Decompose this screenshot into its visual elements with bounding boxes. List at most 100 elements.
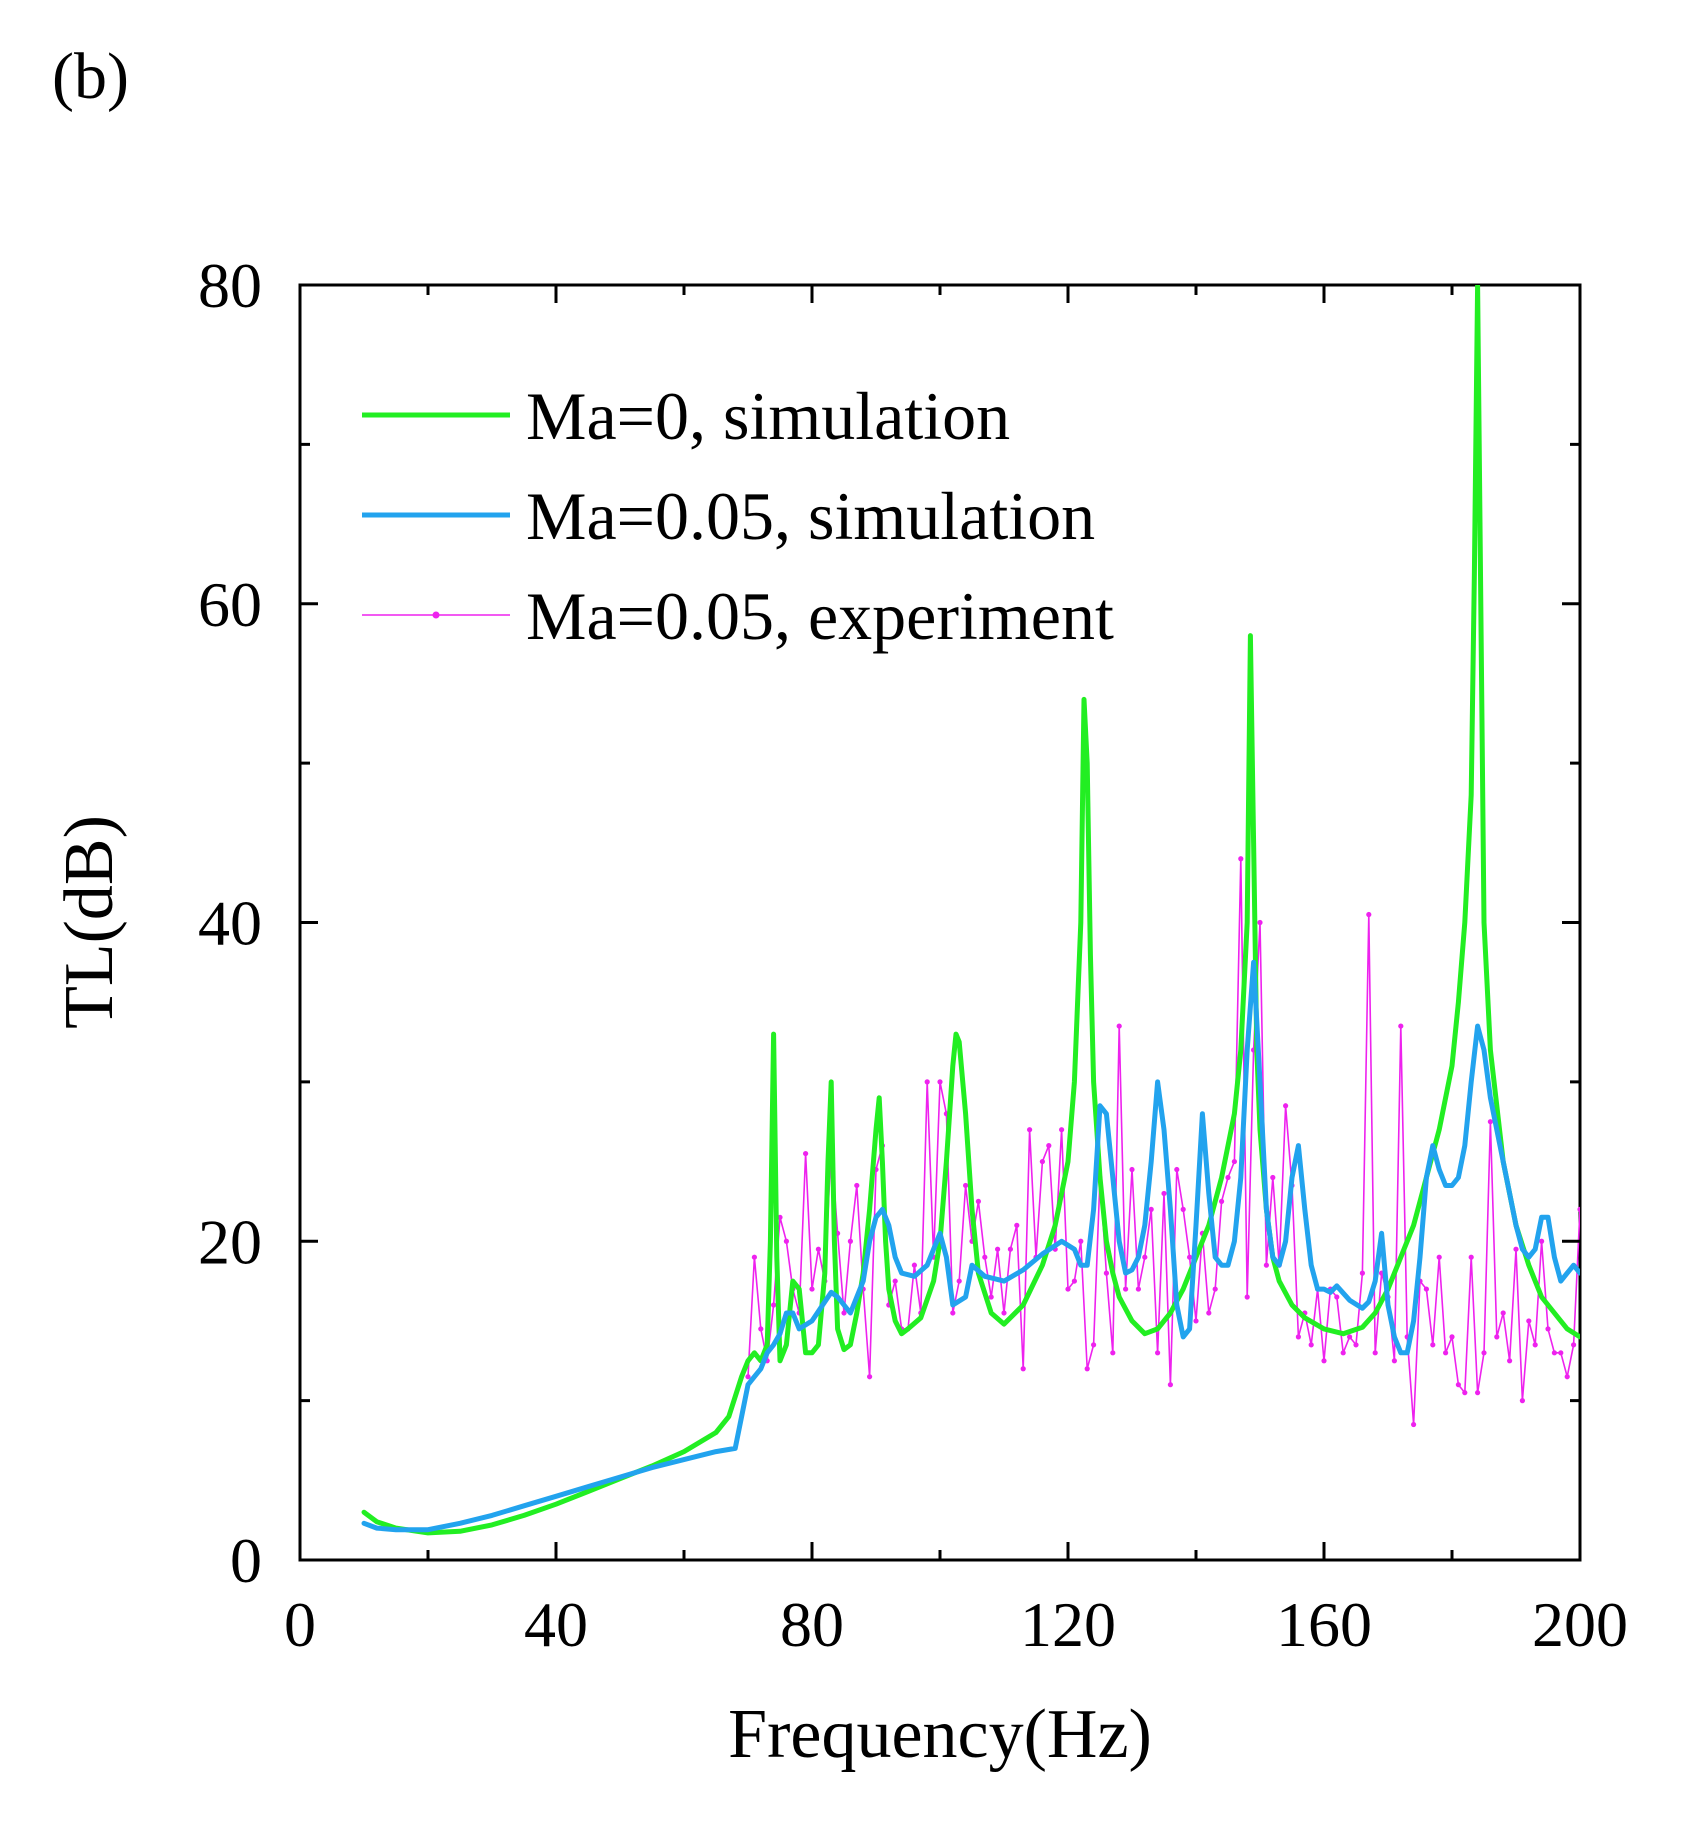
- series-point-ma-0-05-experiment: [1129, 1166, 1135, 1173]
- series-line-ma-0-05-simulation: [361, 959, 1580, 1533]
- series-point-ma-0-05-experiment: [956, 1278, 962, 1284]
- series-point-ma-0-05-experiment: [1308, 1342, 1314, 1348]
- series-line-ma-0-simulation: [361, 285, 1580, 1536]
- series-point-ma-0-05-experiment: [1507, 1358, 1513, 1364]
- series-point-ma-0-05-experiment: [1123, 1286, 1129, 1292]
- series-point-ma-0-05-experiment: [1391, 1358, 1397, 1364]
- series-point-ma-0-05-experiment: [783, 1238, 790, 1244]
- series-point-ma-0-05-experiment: [975, 1198, 982, 1205]
- series-point-ma-0-05-experiment: [1340, 1350, 1346, 1356]
- series-point-ma-0-05-experiment: [924, 1079, 930, 1085]
- series-point-ma-0-05-experiment: [1513, 1246, 1519, 1252]
- series-point-ma-0-05-experiment: [1148, 1206, 1154, 1212]
- series-point-ma-0-05-experiment: [1116, 1023, 1122, 1029]
- series-point-ma-0-05-experiment: [1411, 1421, 1417, 1428]
- series-point-ma-0-05-experiment: [892, 1278, 898, 1284]
- x-tick-label: 160: [1276, 1589, 1372, 1660]
- series-point-ma-0-05-experiment: [1238, 856, 1244, 862]
- series-point-ma-0-05-experiment: [1020, 1366, 1026, 1372]
- series-point-ma-0-05-experiment: [1494, 1334, 1500, 1340]
- series-point-ma-0-05-experiment: [1545, 1326, 1551, 1332]
- y-tick-label: 40: [198, 888, 262, 959]
- series-point-ma-0-05-experiment: [1475, 1390, 1481, 1396]
- series-point-ma-0-05-experiment: [1398, 1023, 1404, 1029]
- series-point-ma-0-05-experiment: [1091, 1342, 1097, 1348]
- series-point-ma-0-05-experiment: [1487, 1119, 1493, 1125]
- legend-label: Ma=0, simulation: [526, 378, 1010, 454]
- series-point-ma-0-05-experiment: [867, 1374, 873, 1380]
- series-point-ma-0-05-experiment: [1071, 1278, 1077, 1284]
- series-point-ma-0-05-experiment: [751, 1254, 758, 1260]
- series-point-ma-0-05-experiment: [1455, 1382, 1461, 1388]
- series-point-ma-0-05-experiment: [1462, 1390, 1468, 1396]
- series-point-ma-0-05-experiment: [1001, 1310, 1007, 1316]
- series-point-ma-0-05-experiment: [1244, 1294, 1250, 1300]
- series-point-ma-0-05-experiment: [1039, 1158, 1045, 1165]
- series-point-ma-0-05-experiment: [1334, 1294, 1340, 1300]
- series-point-ma-0-05-experiment: [1167, 1382, 1173, 1388]
- y-axis-ticks: [300, 283, 1580, 1562]
- series-point-ma-0-05-experiment: [1519, 1398, 1525, 1404]
- series-point-ma-0-05-experiment: [1103, 1270, 1109, 1276]
- series-point-ma-0-05-experiment: [1551, 1350, 1557, 1356]
- series-point-ma-0-05-experiment: [1014, 1222, 1020, 1228]
- series-point-ma-0-05-experiment: [841, 1310, 847, 1316]
- series-point-ma-0-05-experiment: [1219, 1198, 1225, 1205]
- y-tick-label: 0: [230, 1525, 262, 1596]
- series-point-ma-0-05-experiment: [771, 1302, 777, 1308]
- series-point-ma-0-05-experiment: [982, 1254, 988, 1260]
- series-point-ma-0-05-experiment: [1283, 1103, 1289, 1109]
- series-point-ma-0-05-experiment: [758, 1326, 764, 1332]
- series-point-ma-0-05-experiment: [995, 1246, 1001, 1252]
- series-point-ma-0-05-experiment: [854, 1182, 860, 1189]
- legend-label: Ma=0.05, simulation: [526, 478, 1095, 554]
- series-point-ma-0-05-experiment: [1558, 1350, 1564, 1356]
- x-tick-label: 0: [284, 1589, 316, 1660]
- series-point-ma-0-05-experiment: [1571, 1342, 1577, 1348]
- series-point-ma-0-05-experiment: [1449, 1334, 1455, 1340]
- series-point-ma-0-05-experiment: [963, 1182, 969, 1189]
- series-point-ma-0-05-experiment: [1481, 1350, 1487, 1356]
- x-tick-label: 120: [1020, 1589, 1116, 1660]
- series-point-ma-0-05-experiment: [1468, 1254, 1474, 1260]
- series-point-ma-0-05-experiment: [1084, 1366, 1090, 1372]
- x-axis-tick-labels: 0 40 80 120 160 200: [284, 1589, 1628, 1660]
- legend: Ma=0, simulation Ma=0.05, simulation Ma=0.…: [362, 378, 1114, 654]
- plot-area: [298, 283, 1582, 1562]
- series-point-ma-0-05-experiment: [1430, 1342, 1436, 1348]
- series-point-ma-0-05-experiment: [1212, 1286, 1218, 1292]
- x-tick-label: 200: [1532, 1589, 1628, 1660]
- series-point-ma-0-05-experiment: [1180, 1206, 1186, 1212]
- series-point-ma-0-05-experiment: [1231, 1158, 1237, 1165]
- series-point-ma-0-05-experiment: [1564, 1374, 1570, 1380]
- series-point-ma-0-05-experiment: [1353, 1342, 1359, 1348]
- series-point-ma-0-05-experiment: [1007, 1246, 1014, 1252]
- series-point-ma-0-05-experiment: [1423, 1286, 1429, 1292]
- y-axis-tick-labels: 0 20 40 60 80: [198, 250, 262, 1596]
- series-point-ma-0-05-experiment: [1110, 1350, 1116, 1356]
- x-tick-label: 80: [780, 1589, 844, 1660]
- x-axis-ticks: [298, 285, 1582, 1560]
- series-point-ma-0-05-experiment: [1078, 1238, 1084, 1244]
- series-point-ma-0-05-experiment: [803, 1150, 809, 1157]
- series-point-ma-0-05-experiment: [1295, 1334, 1301, 1340]
- legend-label: Ma=0.05, experiment: [526, 578, 1114, 654]
- series-point-ma-0-05-experiment: [1206, 1310, 1212, 1316]
- series-point-ma-0-05-experiment: [1046, 1143, 1052, 1149]
- series-point-ma-0-05-experiment: [1225, 1174, 1231, 1181]
- series-point-ma-0-05-experiment: [1142, 1254, 1148, 1260]
- series-point-ma-0-05-experiment: [1135, 1286, 1141, 1292]
- series-layer: [361, 285, 1580, 1536]
- series-point-ma-0-05-experiment: [809, 1286, 815, 1292]
- series-point-ma-0-05-experiment: [1577, 1206, 1580, 1212]
- plot-frame: [298, 283, 1582, 1562]
- series-point-ma-0-05-experiment: [1059, 1127, 1065, 1133]
- series-point-ma-0-05-experiment: [1443, 1350, 1449, 1356]
- series-point-ma-0-05-experiment: [1539, 1238, 1545, 1244]
- series-point-ma-0-05-experiment: [745, 1374, 751, 1380]
- series-point-ma-0-05-experiment: [1500, 1310, 1506, 1316]
- y-tick-label: 80: [198, 250, 262, 321]
- series-point-ma-0-05-experiment: [1065, 1286, 1071, 1292]
